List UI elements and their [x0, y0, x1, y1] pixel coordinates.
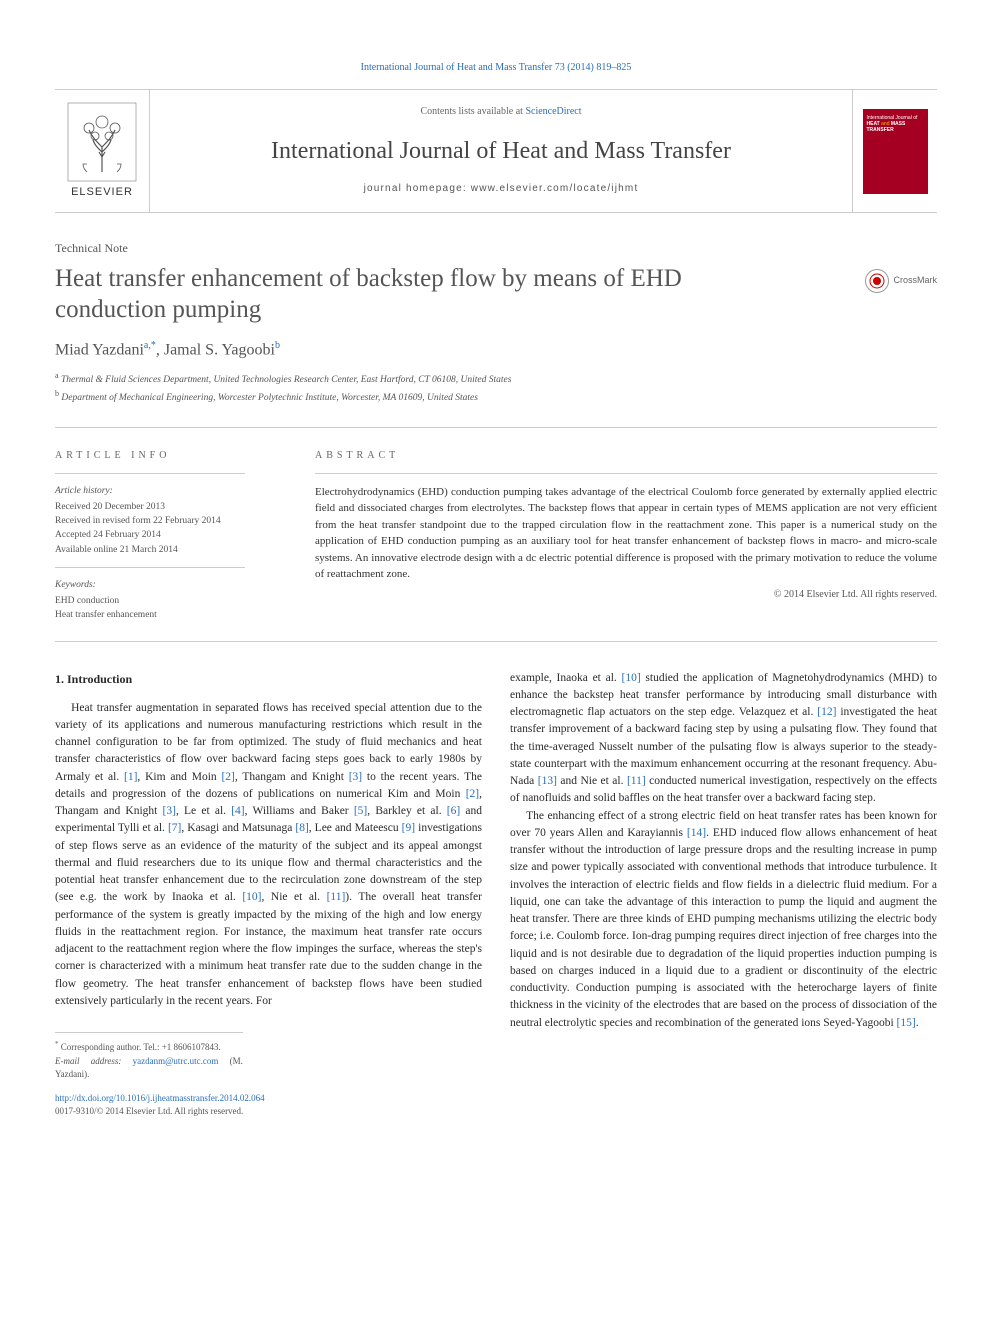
homepage-prefix: journal homepage: [364, 183, 471, 194]
abstract-block: abstract Electrohydrodynamics (EHD) cond… [315, 448, 937, 623]
column-left: 1. Introduction Heat transfer augmentati… [55, 670, 482, 1082]
ref-3[interactable]: [3] [349, 771, 362, 783]
ref-2b[interactable]: [2] [466, 788, 479, 800]
affil-b: Department of Mechanical Engineering, Wo… [61, 393, 478, 403]
article-type: Technical Note [55, 239, 937, 257]
elsevier-tree-icon [67, 102, 137, 182]
article-info-block: article info Article history: Received 2… [55, 448, 285, 623]
crossmark-label: CrossMark [893, 274, 937, 288]
corr-text: Corresponding author. Tel.: +1 860610784… [59, 1042, 221, 1052]
ref-1[interactable]: [1] [124, 771, 137, 783]
bottom-doi-block: http://dx.doi.org/10.1016/j.ijheatmasstr… [55, 1092, 937, 1119]
author-2-affil-sup: b [275, 340, 280, 351]
article-info-heading: article info [55, 448, 285, 463]
ref-7[interactable]: [7] [168, 822, 181, 834]
email-label: E-mail address: [55, 1056, 133, 1066]
cover-transfer: TRANSFER [867, 127, 894, 133]
journal-header-middle: Contents lists available at ScienceDirec… [150, 90, 852, 212]
intro-paragraph-2: The enhancing effect of a strong electri… [510, 808, 937, 1032]
corr-email[interactable]: yazdanm@utrc.utc.com [133, 1056, 219, 1066]
abstract-copyright: © 2014 Elsevier Ltd. All rights reserved… [315, 587, 937, 602]
ref-3b[interactable]: [3] [163, 805, 176, 817]
ref-14[interactable]: [14] [687, 827, 706, 839]
crossmark-badge[interactable]: CrossMark [865, 269, 937, 293]
contents-prefix: Contents lists available at [420, 106, 525, 117]
corresponding-author-footnote: * Corresponding author. Tel.: +1 8606107… [55, 1032, 243, 1082]
ref-12[interactable]: [12] [817, 706, 836, 718]
ref-15[interactable]: [15] [897, 1017, 916, 1029]
article-history-heading: Article history: [55, 484, 285, 498]
ref-11[interactable]: [11] [327, 891, 346, 903]
keyword-2: Heat transfer enhancement [55, 608, 285, 622]
affiliations: a Thermal & Fluid Sciences Department, U… [55, 370, 937, 407]
keyword-1: EHD conduction [55, 594, 285, 608]
sciencedirect-line: Contents lists available at ScienceDirec… [160, 104, 842, 119]
issn-copyright: 0017-9310/© 2014 Elsevier Ltd. All right… [55, 1105, 937, 1119]
intro-paragraph-1: Heat transfer augmentation in separated … [55, 700, 482, 1011]
author-sep: , [156, 341, 164, 358]
journal-header: ELSEVIER Contents lists available at Sci… [55, 89, 937, 213]
divider [55, 427, 937, 428]
history-online: Available online 21 March 2014 [55, 543, 285, 557]
intro-paragraph-1-cont: example, Inaoka et al. [10] studied the … [510, 670, 937, 808]
author-1: Miad Yazdani [55, 341, 144, 358]
affil-b-sup: b [55, 389, 59, 398]
journal-cover-thumb: International Journal of HEAT and MASS T… [863, 109, 928, 194]
elsevier-logo-cell: ELSEVIER [55, 90, 150, 212]
divider [55, 641, 937, 642]
history-revised: Received in revised form 22 February 201… [55, 514, 285, 528]
sciencedirect-link[interactable]: ScienceDirect [525, 106, 581, 117]
column-right: example, Inaoka et al. [10] studied the … [510, 670, 937, 1082]
ref-4[interactable]: [4] [231, 805, 244, 817]
paper-title: Heat transfer enhancement of backstep fl… [55, 263, 765, 326]
journal-homepage-line: journal homepage: www.elsevier.com/locat… [160, 181, 842, 196]
ref-9[interactable]: [9] [402, 822, 415, 834]
author-list: Miad Yazdania,*, Jamal S. Yagoobib [55, 338, 937, 362]
homepage-url[interactable]: www.elsevier.com/locate/ijhmt [471, 183, 639, 194]
journal-title: International Journal of Heat and Mass T… [160, 133, 842, 169]
doi-link[interactable]: http://dx.doi.org/10.1016/j.ijheatmasstr… [55, 1093, 265, 1103]
abstract-text: Electrohydrodynamics (EHD) conduction pu… [315, 484, 937, 583]
crossmark-icon [865, 269, 889, 293]
affil-a: Thermal & Fluid Sciences Department, Uni… [61, 375, 512, 385]
ref-13[interactable]: [13] [538, 775, 557, 787]
history-received: Received 20 December 2013 [55, 500, 285, 514]
ref-5[interactable]: [5] [354, 805, 367, 817]
ref-8[interactable]: [8] [295, 822, 308, 834]
abstract-heading: abstract [315, 448, 937, 463]
history-accepted: Accepted 24 February 2014 [55, 528, 285, 542]
ref-2[interactable]: [2] [221, 771, 234, 783]
ref-6[interactable]: [6] [447, 805, 460, 817]
keywords-heading: Keywords: [55, 578, 285, 592]
section-1-heading: 1. Introduction [55, 670, 482, 688]
ref-10[interactable]: [10] [242, 891, 261, 903]
elsevier-wordmark: ELSEVIER [71, 184, 133, 201]
author-1-affil-sup: a, [144, 340, 151, 351]
journal-citation-header: International Journal of Heat and Mass T… [55, 60, 937, 75]
journal-cover-thumb-cell: International Journal of HEAT and MASS T… [852, 90, 937, 212]
ref-10b[interactable]: [10] [622, 672, 641, 684]
body-two-column: 1. Introduction Heat transfer augmentati… [55, 670, 937, 1082]
affil-a-sup: a [55, 371, 59, 380]
ref-11b[interactable]: [11] [627, 775, 646, 787]
author-2: Jamal S. Yagoobi [164, 341, 275, 358]
